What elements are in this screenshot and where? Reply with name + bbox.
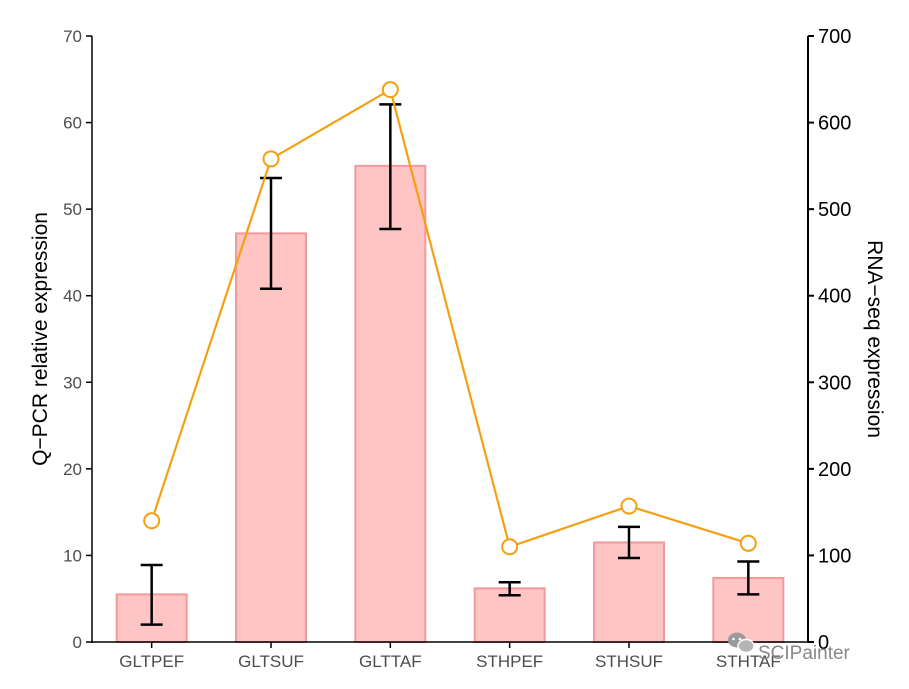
y2-tick-label: 400 — [818, 286, 851, 308]
rna-seq-point-gltpef — [143, 512, 161, 530]
y2-tick-label: 0 — [818, 632, 829, 654]
rna-seq-point-glttaf — [381, 81, 399, 99]
y2-tick-label: 700 — [818, 26, 851, 48]
line-layer — [143, 81, 757, 556]
rna-seq-point-sthsuf — [620, 497, 638, 515]
y2-tick-label: 600 — [818, 113, 851, 135]
wechat-icon — [728, 632, 755, 654]
rna-seq-line — [150, 87, 749, 549]
y-tick-label: 30 — [63, 373, 82, 392]
y2-tick-label: 100 — [818, 545, 851, 567]
y-tick-label: 0 — [73, 633, 82, 652]
y-tick-label: 50 — [63, 200, 82, 219]
y2-axis-label: RNA−seq expression — [863, 240, 886, 438]
bar-sthtaf — [712, 576, 785, 643]
x-tick-label: GLTPEF — [119, 652, 184, 671]
axes-layer: 0102030405060700100200300400500600700GLT… — [63, 26, 851, 671]
y-tick-label: 60 — [63, 114, 82, 133]
x-tick-label: STHPEF — [476, 652, 543, 671]
error-bar-sthtaf — [737, 560, 760, 596]
bar-gltsuf — [235, 232, 307, 644]
x-tick-label: STHSUF — [595, 652, 663, 671]
y2-tick-label: 500 — [818, 199, 851, 221]
error-bar-sthsuf — [618, 525, 640, 560]
rna-seq-point-sthtaf — [739, 534, 757, 552]
y2-tick-label: 200 — [818, 459, 851, 481]
error-bars-layer — [140, 103, 760, 626]
y2-tick-label: 300 — [818, 372, 851, 394]
x-tick-label: GLTTAF — [359, 652, 422, 671]
error-bar-gltpef — [140, 563, 163, 626]
rna-seq-point-sthpef — [501, 538, 519, 556]
y-axis-label: Q−PCR relative expression — [29, 212, 52, 466]
x-tick-label: GLTSUF — [238, 652, 304, 671]
bars-layer — [115, 164, 785, 644]
x-tick-label: STHTAF — [716, 652, 781, 671]
bar-sthpef — [473, 587, 546, 644]
y-tick-label: 40 — [63, 287, 82, 306]
watermark-text: SCIPainter — [758, 643, 851, 664]
error-bar-glttaf — [379, 103, 402, 231]
rna-seq-point-gltsuf — [262, 150, 280, 168]
error-bar-sthpef — [498, 581, 521, 597]
y-tick-label: 70 — [63, 27, 82, 46]
y-tick-label: 10 — [63, 546, 82, 565]
bar-glttaf — [354, 164, 427, 643]
y-tick-label: 20 — [63, 460, 82, 479]
watermark: SCIPainter — [728, 632, 851, 664]
